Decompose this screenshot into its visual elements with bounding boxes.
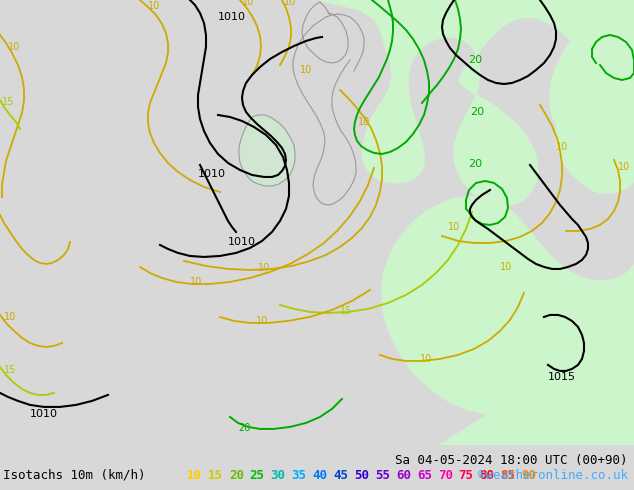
Text: 10: 10 bbox=[500, 262, 512, 272]
Text: 10: 10 bbox=[187, 469, 202, 482]
Text: 1010: 1010 bbox=[228, 237, 256, 247]
Text: 1015: 1015 bbox=[548, 372, 576, 382]
Text: 20: 20 bbox=[468, 55, 482, 65]
Text: 50: 50 bbox=[354, 469, 369, 482]
Text: 20: 20 bbox=[470, 107, 484, 117]
Text: 20: 20 bbox=[238, 423, 250, 433]
Text: 55: 55 bbox=[375, 469, 390, 482]
Text: 10: 10 bbox=[556, 142, 568, 152]
Text: 15: 15 bbox=[2, 97, 15, 107]
Text: 1010: 1010 bbox=[30, 409, 58, 419]
Text: ©weatheronline.co.uk: ©weatheronline.co.uk bbox=[477, 469, 628, 482]
Text: 10: 10 bbox=[284, 0, 296, 7]
Text: 10: 10 bbox=[4, 312, 16, 322]
Text: 80: 80 bbox=[479, 469, 495, 482]
Text: 10: 10 bbox=[242, 0, 254, 7]
Text: 10: 10 bbox=[448, 222, 460, 232]
Text: 30: 30 bbox=[271, 469, 285, 482]
Text: Isotachs 10m (km/h): Isotachs 10m (km/h) bbox=[3, 469, 153, 482]
Text: 20: 20 bbox=[468, 159, 482, 169]
Text: 10: 10 bbox=[148, 1, 160, 11]
Text: 15: 15 bbox=[208, 469, 223, 482]
Text: 15: 15 bbox=[4, 365, 16, 375]
Polygon shape bbox=[572, 0, 634, 81]
Text: Sa 04-05-2024 18:00 UTC (00+90): Sa 04-05-2024 18:00 UTC (00+90) bbox=[395, 454, 628, 467]
Text: 15: 15 bbox=[340, 306, 353, 316]
Text: 10: 10 bbox=[256, 316, 268, 326]
Text: 25: 25 bbox=[250, 469, 264, 482]
Text: 85: 85 bbox=[500, 469, 515, 482]
Text: 1010: 1010 bbox=[218, 12, 246, 22]
Text: 10: 10 bbox=[300, 65, 313, 75]
Text: 10: 10 bbox=[358, 117, 370, 127]
Text: 70: 70 bbox=[437, 469, 453, 482]
Text: 10: 10 bbox=[618, 162, 630, 172]
Text: 35: 35 bbox=[292, 469, 306, 482]
Text: 1010: 1010 bbox=[198, 169, 226, 179]
Polygon shape bbox=[550, 0, 634, 147]
Text: 10: 10 bbox=[8, 42, 20, 52]
Polygon shape bbox=[382, 197, 634, 445]
Text: 90: 90 bbox=[521, 469, 536, 482]
Text: 45: 45 bbox=[333, 469, 348, 482]
Text: 65: 65 bbox=[417, 469, 432, 482]
Text: 60: 60 bbox=[396, 469, 411, 482]
Text: 40: 40 bbox=[313, 469, 327, 482]
Polygon shape bbox=[320, 0, 634, 205]
Text: 10: 10 bbox=[258, 263, 270, 273]
Text: 20: 20 bbox=[229, 469, 244, 482]
Text: 10: 10 bbox=[190, 277, 202, 287]
Text: 75: 75 bbox=[458, 469, 474, 482]
Polygon shape bbox=[239, 115, 295, 186]
Text: 10: 10 bbox=[420, 354, 432, 364]
